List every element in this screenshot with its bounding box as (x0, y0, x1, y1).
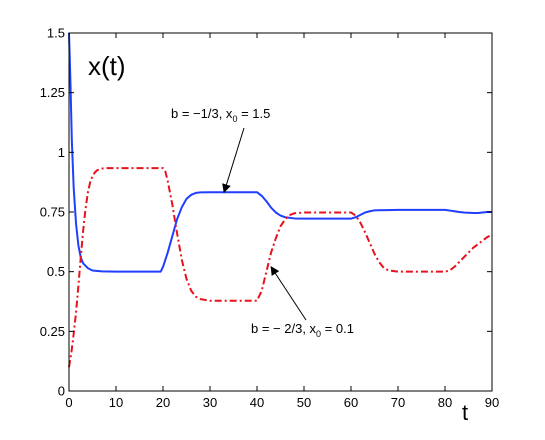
ticks (68, 32, 493, 392)
ann-blue-text: b = −1/3, x0 = 1.5 (171, 106, 270, 124)
y-tick-label: 1 (58, 145, 65, 160)
y-tick-label: 0.75 (40, 205, 65, 220)
ann-blue-arrow (222, 127, 245, 194)
y-tick-label: 1.5 (47, 26, 65, 41)
y-tick-label: 0.5 (47, 264, 65, 279)
ann-blue-annotation: b = −1/3, x0 = 1.5 (171, 106, 270, 194)
x-tick-label: 0 (65, 395, 72, 410)
x-tick-label: 60 (344, 395, 358, 410)
x-axis-label: t (462, 400, 468, 425)
ann-blue-text-sub: 0 (232, 114, 237, 124)
plot-lines (68, 32, 493, 368)
ann-blue-text-main: b = −1/3, x (171, 106, 233, 121)
x-tick-label: 90 (485, 395, 499, 410)
ann-red-text-sub: 0 (316, 329, 321, 339)
y-axis-label: x(t) (88, 51, 126, 81)
series-line-1 (68, 32, 492, 273)
y-tick-label: 1.25 (40, 85, 65, 100)
y-tick-label: 0 (58, 384, 65, 399)
x-tick-label: 70 (391, 395, 405, 410)
series-line-2 (68, 167, 493, 368)
ann-red-arrow (270, 266, 307, 321)
ann-red-text: b = − 2/3, x0 = 0.1 (251, 321, 354, 339)
x-tick-label: 50 (297, 395, 311, 410)
ann-blue-text-tail: = 1.5 (237, 106, 270, 121)
ann-red-text-main: b = − 2/3, x (251, 321, 317, 336)
x-tick-label: 20 (156, 395, 170, 410)
x-tick-label: 30 (203, 395, 217, 410)
tick-labels: 0 10 20 30 40 50 60 70 80 90 0 0.25 0.5 0.75 1 1.25 1.5 (40, 26, 500, 411)
ann-red-text-tail: = 0.1 (321, 321, 354, 336)
y-tick-label: 0.25 (40, 324, 65, 339)
x-tick-label: 10 (109, 395, 123, 410)
x-tick-label: 80 (438, 395, 452, 410)
ann-red-annotation: b = − 2/3, x0 = 0.1 (251, 266, 354, 339)
annotations: b = −1/3, x0 = 1.5b = − 2/3, x0 = 0.1 (171, 106, 354, 339)
x-tick-label: 40 (250, 395, 264, 410)
